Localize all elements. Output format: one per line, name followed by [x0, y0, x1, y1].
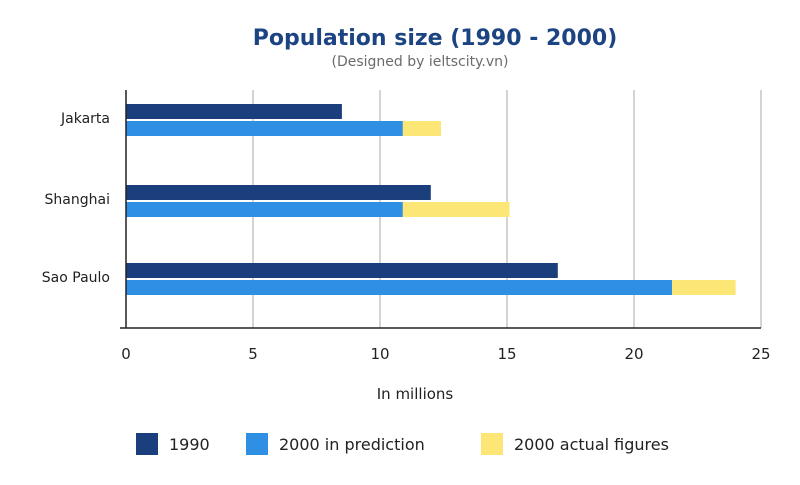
chart-title: Population size (1990 - 2000): [252, 26, 618, 51]
bar-2000-prediction-jakarta: [126, 121, 403, 136]
x-tick-label-25: 25: [751, 345, 770, 363]
x-axis-title: In millions: [377, 385, 454, 403]
category-label-sao-paulo: Sao Paulo: [42, 270, 110, 286]
bar-1990-sao-paulo: [126, 263, 558, 278]
x-tick-label-0: 0: [121, 345, 131, 363]
legend-item-2000-prediction: 2000 in prediction: [246, 432, 425, 456]
bar-1990-jakarta: [126, 104, 342, 119]
category-label-shanghai: Shanghai: [45, 192, 110, 208]
legend-label-1990: 1990: [169, 434, 210, 454]
x-tick-label-10: 10: [370, 345, 389, 363]
bar-2000-prediction-shanghai: [126, 202, 403, 217]
bar-2000-prediction-sao-paulo: [126, 280, 673, 295]
legend-swatch-1990: [136, 433, 158, 455]
x-tick-label-20: 20: [624, 345, 643, 363]
legend-label-2000-prediction: 2000 in prediction: [279, 434, 425, 454]
legend-label-2000-actual: 2000 actual figures: [514, 434, 669, 454]
bar-2000-actual-sao-paulo: [672, 280, 736, 295]
chart-subtitle: (Designed by ieltscity.vn): [331, 54, 509, 70]
legend-item-2000-actual: 2000 actual figures: [481, 432, 669, 456]
bar-1990-shanghai: [126, 185, 431, 200]
legend-swatch-2000-prediction: [246, 433, 268, 455]
legend-item-1990: 1990: [136, 432, 210, 456]
x-tick-label-15: 15: [497, 345, 516, 363]
bar-2000-actual-jakarta: [402, 121, 441, 136]
x-tick-label-5: 5: [248, 345, 258, 363]
bar-2000-actual-shanghai: [402, 202, 510, 217]
category-label-jakarta: Jakarta: [60, 111, 110, 127]
legend-swatch-2000-actual: [481, 433, 503, 455]
